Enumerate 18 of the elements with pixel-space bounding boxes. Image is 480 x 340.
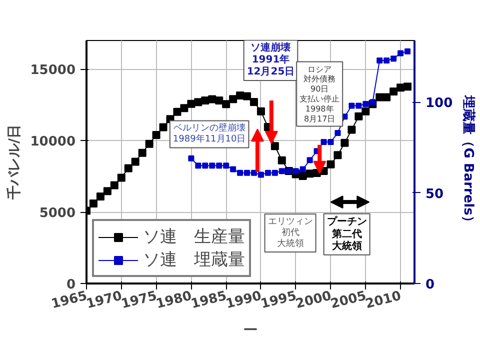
y-tick-label: 15000: [30, 63, 76, 78]
y2-tick-label: 100: [426, 96, 453, 112]
y-tick-label: 5000: [39, 206, 76, 222]
y-tick-label: 10000: [30, 134, 76, 150]
x-tick-label: 2010: [364, 288, 403, 312]
annotation: ベルリンの壁崩壊1989年11月10日: [172, 122, 246, 145]
legend-label: ソ連 生産量: [143, 226, 245, 248]
y2-tick-label: 50: [426, 186, 444, 202]
y2-tick-label: 0: [426, 278, 435, 292]
annotation: プーチン第二代大統領: [326, 216, 367, 252]
y-tick-label: 0: [66, 278, 76, 292]
annotation: ロシア対外債務90日支払い停止1998年8月17日: [300, 64, 340, 124]
y-axis-title: 千バレル/日: [5, 124, 22, 201]
legend-label: ソ連 埋蔵量: [143, 249, 245, 271]
y2-axis-title: 埋蔵量（G Barrels）: [460, 94, 477, 228]
annotation: エリツィン初代大統領: [268, 217, 313, 250]
annotation: ソ連崩壊1991年12月25日: [246, 41, 295, 78]
x-axis-title: —: [244, 321, 258, 338]
